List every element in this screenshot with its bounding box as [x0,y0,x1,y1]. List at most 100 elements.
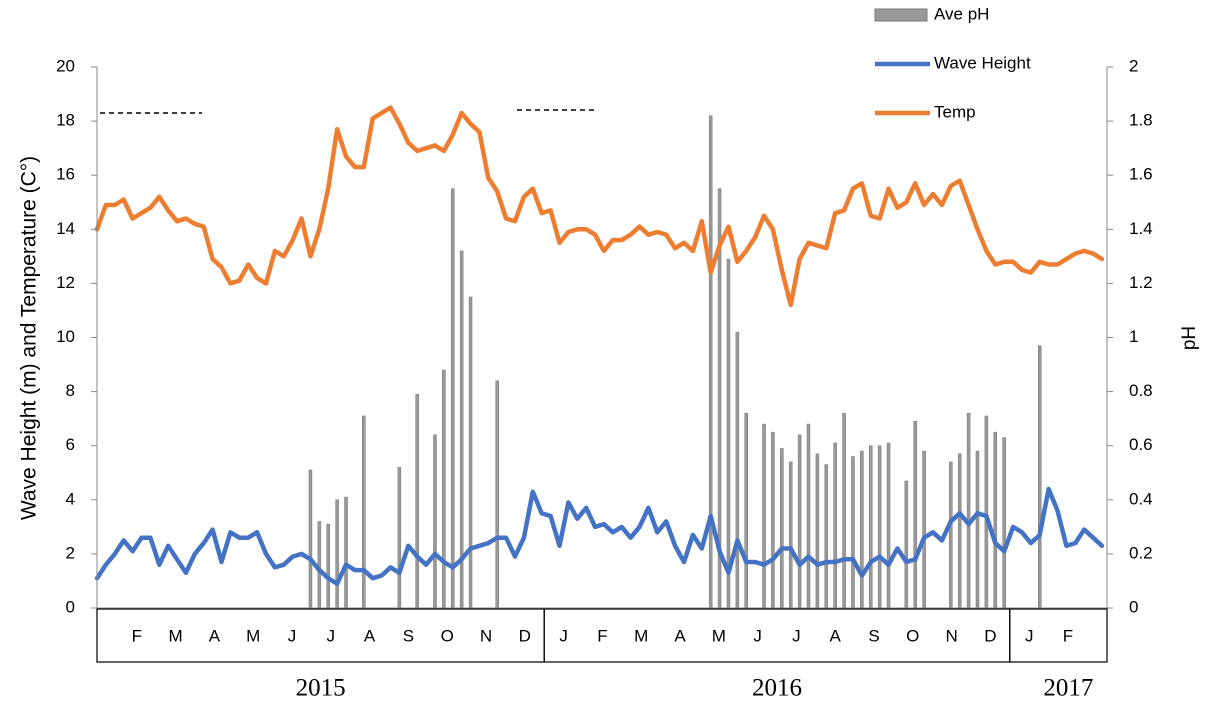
y-tick-label: 10 [56,327,75,346]
ph-bar [904,480,909,609]
year-box [1009,608,1108,663]
y2-tick-label: 1.4 [1129,219,1153,238]
y-tick-label: 0 [66,597,75,616]
ph-bar [851,456,855,609]
ph-bar [433,434,437,609]
y2-tick-label: 1 [1129,327,1138,346]
y2-tick-label: 0.4 [1129,489,1153,508]
ph-bar [957,453,962,609]
x-tick-label: A [674,626,686,645]
ph-bar [842,412,846,609]
x-tick-label: M [246,626,260,645]
y-tick-label: 4 [66,489,75,508]
x-tick-label: D [984,626,996,645]
y2-tick-label: 1.2 [1129,273,1153,292]
ph-bar [780,448,784,609]
year-label: 2015 [296,675,346,702]
ph-bar [922,450,926,609]
x-tick-label: A [209,626,221,645]
ph-bar [762,423,766,609]
ph-bar [797,434,802,609]
ph-bar [860,450,864,609]
y2-tick-label: 2 [1129,56,1138,75]
lines-layer [94,105,1105,586]
ph-bar [975,450,980,609]
x-tick-label: M [634,626,648,645]
x-tick-label: F [597,626,607,645]
y-tick-label: 18 [56,111,75,130]
x-tick-label: M [169,626,183,645]
x-tick-label: F [132,626,142,645]
x-tick-label: A [364,626,376,645]
ph-bar [771,431,775,609]
y2-tick-label: 0.2 [1129,543,1153,562]
y2-axis-title: pH [1179,326,1200,350]
ph-bar [317,521,322,609]
x-tick-label: J [1025,626,1034,645]
x-tick-label: J [288,626,297,645]
legend-swatch [874,8,928,22]
ph-bar [1002,437,1006,609]
y2-tick-label: 1.8 [1129,111,1153,130]
ph-bar [397,467,402,609]
year-box [543,608,1011,663]
ph-bar [442,369,446,609]
ph-bar [362,415,366,609]
x-tick-label: O [441,626,454,645]
x-tick-label: F [1063,626,1073,645]
y-axis-title: Wave Height (m) and Temperature (C°) [18,156,41,520]
ph-bar [984,415,989,609]
ph-bar [744,412,748,609]
ph-bar [735,331,740,609]
ph-bar [913,421,917,609]
ph-bar [708,115,713,609]
y2-tick-label: 0.8 [1129,381,1153,400]
year-label: 2016 [752,675,802,702]
series-line [94,105,1105,308]
ph-bar [326,523,330,609]
y-tick-label: 2 [66,543,75,562]
x-tick-label: J [559,626,568,645]
x-tick-label: J [753,626,762,645]
ph-bar [1037,345,1042,609]
legend-label: Temp [934,102,976,121]
year-label: 2017 [1043,675,1093,702]
ph-bar [726,258,731,609]
ph-bar [335,499,339,609]
x-tick-label: O [906,626,919,645]
y-tick-label: 12 [56,273,75,292]
ph-bar [993,431,998,609]
y2-tick-label: 0.6 [1129,435,1153,454]
x-tick-label: S [403,626,414,645]
x-tick-label: J [327,626,336,645]
x-tick-label: N [480,626,492,645]
x-tick-label: N [945,626,957,645]
x-tick-label: J [792,626,801,645]
y-tick-label: 6 [66,435,75,454]
ph-bar [451,188,455,609]
ph-bar [877,445,882,609]
legend-label: Wave Height [934,53,1031,72]
legend-label: Ave pH [934,4,989,23]
ph-bar [788,461,793,609]
ph-bar [806,423,811,609]
ph-bar [869,445,873,609]
year-box [96,608,545,663]
ph-bar [344,496,348,609]
ph-bar [886,442,891,609]
y2-tick-label: 0 [1129,597,1138,616]
ph-bar [949,461,953,609]
series-line [94,486,1105,586]
x-tick-label: A [830,626,842,645]
ph-bar [824,464,829,609]
ph-bar [495,380,499,609]
y-tick-label: 8 [66,381,75,400]
x-tick-label: D [519,626,531,645]
y-tick-label: 20 [56,56,75,75]
x-tick-label: S [868,626,879,645]
x-tick-label: M [712,626,726,645]
y2-tick-label: 1.6 [1129,165,1153,184]
ph-bar [966,412,971,609]
ph-bar [415,394,419,609]
